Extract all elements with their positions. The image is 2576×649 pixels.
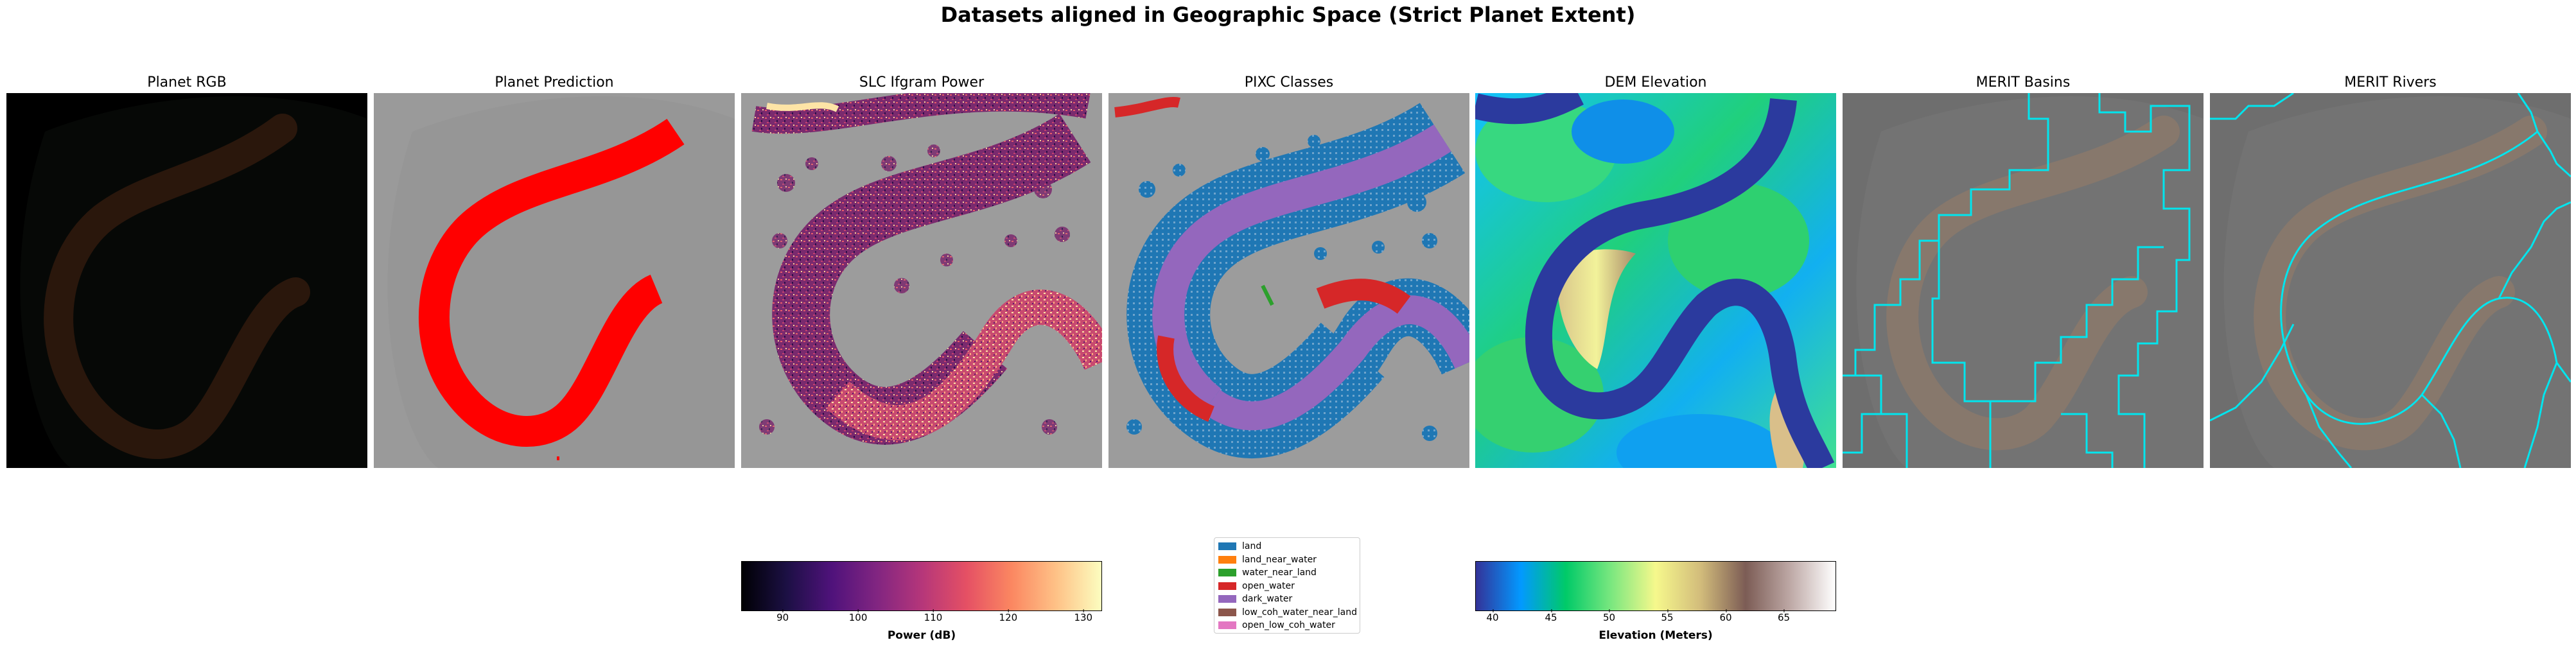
legend-item-open-water: open_water [1218,580,1356,593]
legend-swatch [1218,595,1236,603]
legend-swatch [1218,621,1236,630]
planet-rgb-image [6,93,367,468]
legend-label: dark_water [1242,594,1293,605]
slc-ifgram-power-image [741,93,1102,468]
power-tick: 130 [1074,609,1093,623]
merit-rivers-image [2210,93,2571,468]
legend-item-water-near-land: water_near_land [1218,566,1356,580]
legend-swatch [1218,569,1236,577]
elevation-colorbar-ticks: 40 45 50 55 60 65 [1475,609,1836,637]
power-colorbar-ticks: 90 100 110 120 130 [741,609,1102,637]
prediction-mask [418,119,685,447]
legend-label: land [1242,541,1262,552]
power-tick: 120 [999,609,1018,623]
panel-title-merit-basins: MERIT Basins [1976,74,2071,91]
legend-swatch [1218,542,1236,551]
legend-item-open-low-coh-water: open_low_coh_water [1218,619,1356,632]
legend-label: low_coh_water_near_land [1242,607,1357,618]
elevation-tick: 50 [1602,609,1616,623]
merit-basins-image [1843,93,2204,468]
panel-title-planet-rgb: Planet RGB [147,74,227,91]
power-tick: 90 [776,609,789,623]
elevation-colorbar-label: Elevation (Meters) [1599,629,1713,642]
elevation-colorbar [1475,561,1836,611]
panel-title-dem-elevation: DEM Elevation [1604,74,1707,91]
legend-swatch [1218,555,1236,564]
legend-item-low-coh-water-near-land: low_coh_water_near_land [1218,606,1357,619]
elevation-tick: 55 [1661,609,1674,623]
legend-item-land-near-water: land_near_water [1218,553,1356,567]
panel-title-pixc-classes: PIXC Classes [1244,74,1334,91]
elevation-tick: 60 [1719,609,1732,623]
dem-elevation-image [1475,93,1836,468]
pixc-classes-image [1108,93,1469,468]
legend-label: open_low_coh_water [1242,620,1335,631]
figure-title: Datasets aligned in Geographic Space (St… [940,3,1636,27]
panel-title-planet-prediction: Planet Prediction [495,74,614,91]
legend-swatch [1218,608,1236,616]
panel-title-merit-rivers: MERIT Rivers [2344,74,2437,91]
power-tick: 110 [924,609,943,623]
panel-title-slc-ifgram-power: SLC Ifgram Power [859,74,985,91]
legend-label: water_near_land [1242,567,1317,578]
elevation-tick: 40 [1486,609,1499,623]
legend-item-dark-water: dark_water [1218,593,1356,606]
legend-label: open_water [1242,580,1295,591]
pixc-legend: land land_near_water water_near_land ope… [1214,537,1360,634]
power-colorbar-label: Power (dB) [887,629,956,642]
power-colorbar [741,561,1102,611]
elevation-tick: 45 [1545,609,1557,623]
legend-item-land: land [1218,540,1356,553]
elevation-tick: 65 [1777,609,1791,623]
planet-prediction-image [374,93,735,468]
legend-swatch [1218,582,1236,590]
legend-label: land_near_water [1242,554,1317,565]
power-tick: 100 [848,609,868,623]
